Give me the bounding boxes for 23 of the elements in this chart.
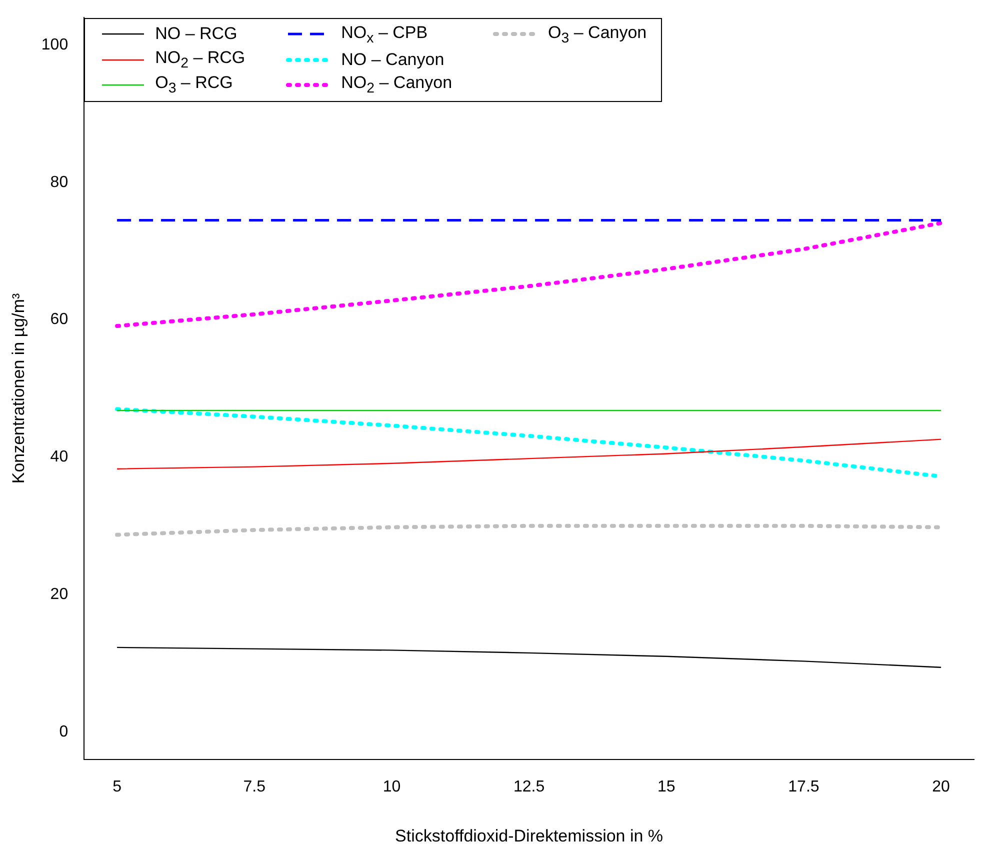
x-tick-label: 5	[112, 778, 122, 796]
y-tick-label: 80	[50, 174, 68, 191]
legend-label: O$_{3}$ – Canyon	[548, 22, 647, 46]
legend-label: NO$_{2}$ – RCG	[155, 48, 246, 72]
x-tick-label: 20	[932, 778, 950, 796]
y-axis-title: Konzentrationen in µg/m³	[8, 293, 28, 484]
legend-label: NO – RCG	[155, 24, 238, 44]
legend-label: NO$_{x}$ – CPB	[341, 22, 428, 46]
x-axis-title: Stickstoffdioxid-Direktemission in %	[395, 826, 664, 846]
x-tick-label: 7.5	[243, 778, 266, 796]
x-tick-label: 15	[657, 778, 676, 796]
y-tick-label: 40	[50, 448, 68, 466]
x-tick-label: 17.5	[788, 778, 820, 796]
legend-label: O$_{3}$ – RCG	[155, 73, 233, 97]
x-tick-label: 12.5	[513, 778, 545, 796]
y-tick-label: 100	[41, 36, 68, 54]
legend-label: NO$_{2}$ – Canyon	[341, 73, 452, 97]
y-tick-label: 20	[50, 586, 68, 603]
line-series	[115, 220, 944, 328]
legend-label: NO – Canyon	[341, 50, 444, 70]
y-tick-label: 60	[50, 311, 68, 328]
x-tick-label: 10	[382, 778, 401, 796]
y-tick-label: 0	[59, 723, 68, 740]
